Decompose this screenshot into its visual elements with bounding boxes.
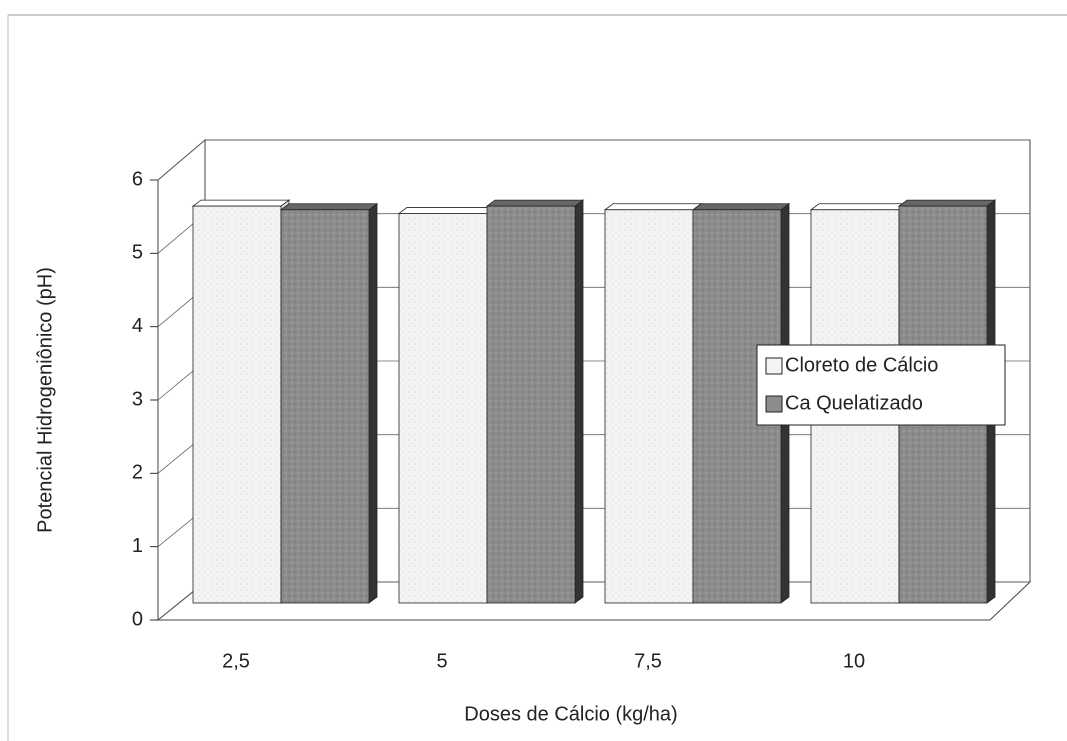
grid-line <box>157 139 1030 181</box>
bar-top <box>191 199 291 207</box>
bar-top <box>485 199 585 207</box>
bar-top <box>397 207 497 214</box>
bar-top <box>897 199 997 207</box>
y-tick-label: 3 <box>132 388 143 410</box>
x-tick-label: 7,5 <box>634 650 662 672</box>
bar-texture <box>605 209 693 603</box>
bar-side <box>574 199 584 604</box>
bar-top <box>809 203 909 211</box>
legend-box <box>756 344 1006 426</box>
bar-texture <box>399 213 487 603</box>
legend-swatch <box>765 357 783 375</box>
bar-texture <box>193 206 281 603</box>
bar-top <box>603 203 703 211</box>
x-tick-label: 2,5 <box>222 650 250 672</box>
bar-top <box>691 203 791 211</box>
legend-label: Cloreto de Cálcio <box>785 354 938 376</box>
y-tick-label: 5 <box>132 242 143 264</box>
y-tick-label: 0 <box>132 608 143 630</box>
bar-texture <box>487 206 575 603</box>
legend-swatch <box>765 395 783 413</box>
bar-top <box>279 203 379 211</box>
legend-label: Ca Quelatizado <box>785 392 923 414</box>
y-tick-label: 6 <box>132 168 143 190</box>
bar-texture <box>281 209 369 603</box>
bar-side <box>368 202 378 604</box>
x-tick-label: 10 <box>843 650 865 672</box>
x-tick-label: 5 <box>436 650 447 672</box>
y-tick-label: 2 <box>132 462 143 484</box>
y-tick-label: 1 <box>132 535 143 557</box>
y-tick-label: 4 <box>132 315 143 337</box>
y-axis-title: Potencial Hidrogeniônico (pH) <box>34 267 56 533</box>
x-axis-title: Doses de Cálcio (kg/ha) <box>464 703 677 725</box>
